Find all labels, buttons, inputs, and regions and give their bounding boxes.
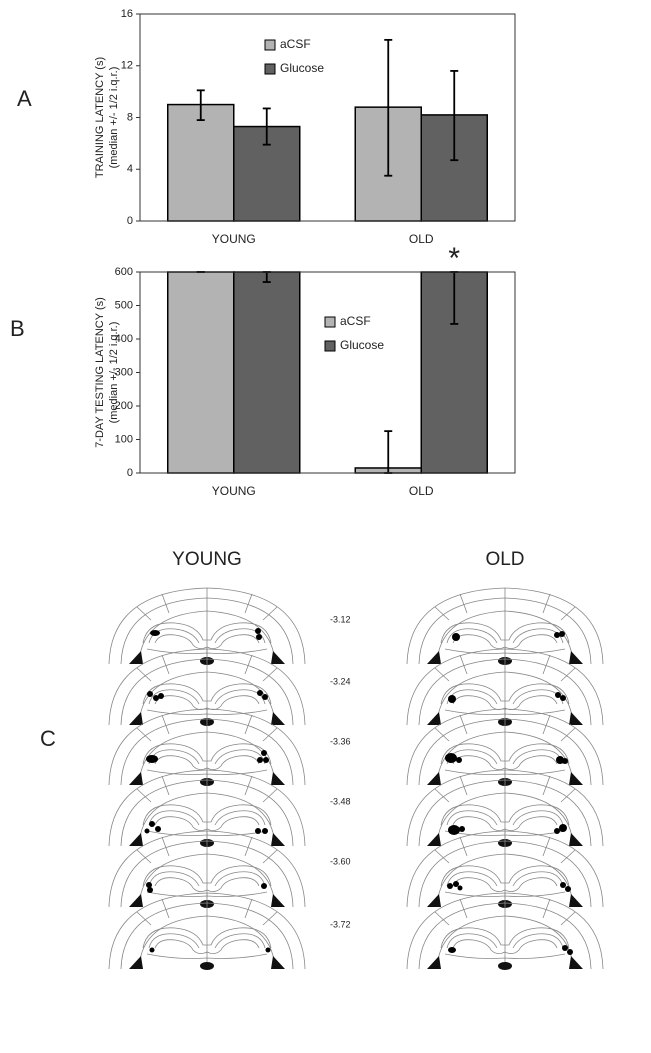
legend-swatch (324, 316, 336, 328)
y-tick-label: 16 (121, 8, 133, 20)
bar (233, 271, 301, 474)
level-label: -3.12 (330, 614, 351, 624)
x-tick-label: OLD (409, 484, 434, 498)
y-axis-note: (median +/- 1/2 i.q.r.) (108, 322, 120, 424)
panel-label: B (10, 316, 25, 341)
level-label: -3.48 (330, 796, 351, 806)
legend-label: aCSF (280, 37, 311, 51)
y-tick-label: 0 (127, 467, 133, 479)
error-bar (450, 70, 459, 162)
panel-label: A (17, 86, 32, 111)
level-label: -3.72 (330, 919, 351, 929)
y-tick-label: 400 (115, 333, 133, 345)
x-tick-label: OLD (409, 232, 434, 246)
legend-label: Glucose (340, 338, 384, 352)
legend-swatch (324, 340, 336, 352)
level-label: -3.36 (330, 736, 351, 746)
legend-label: aCSF (340, 314, 371, 328)
legend-swatch (264, 39, 276, 51)
brain-sections: C YOUNG OLD -3.12 -3.24 -3.36 -3.48 -3.6… (40, 549, 604, 970)
error-bar (262, 107, 271, 146)
panel-label: C (40, 726, 56, 751)
y-tick-label: 300 (115, 366, 133, 378)
x-tick-label: YOUNG (212, 484, 256, 498)
bar (167, 103, 235, 222)
error-bar (196, 89, 205, 121)
y-axis-note: (median +/- 1/2 i.q.r.) (108, 67, 120, 169)
y-tick-label: 8 (127, 111, 133, 123)
y-tick-label: 600 (115, 266, 133, 278)
y-tick-label: 100 (115, 433, 133, 445)
y-tick-label: 500 (115, 299, 133, 311)
y-axis-title: 7-DAY TESTING LATENCY (s) (94, 297, 106, 448)
plot-frame (139, 13, 516, 222)
y-tick-label: 200 (115, 400, 133, 412)
level-label: -3.24 (330, 676, 351, 686)
plot-frame (139, 271, 516, 474)
bar (167, 271, 235, 474)
x-tick-label: YOUNG (212, 232, 256, 246)
column-title: YOUNG (172, 549, 242, 570)
column-title: OLD (485, 549, 524, 570)
level-label: -3.60 (330, 856, 351, 866)
y-tick-label: 0 (127, 215, 133, 227)
legend-label: Glucose (280, 61, 324, 75)
legend-swatch (264, 63, 276, 75)
y-axis-title: TRAINING LATENCY (s) (94, 57, 106, 178)
y-tick-label: 4 (127, 163, 133, 175)
y-tick-label: 12 (121, 60, 133, 72)
error-bar (384, 38, 393, 177)
annotation: * (448, 242, 460, 275)
error-bar (384, 430, 393, 474)
